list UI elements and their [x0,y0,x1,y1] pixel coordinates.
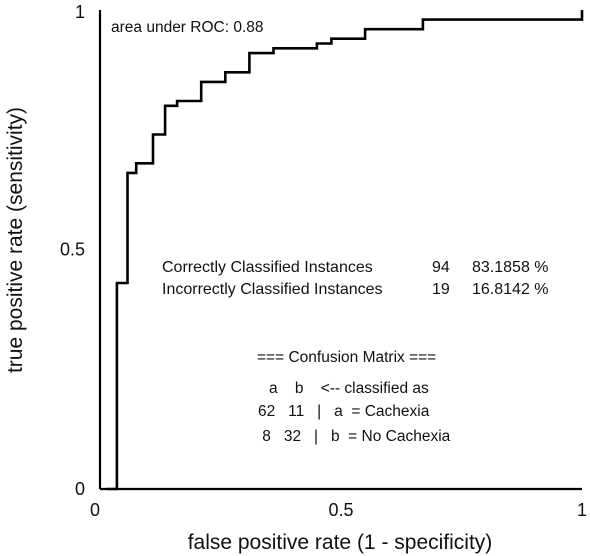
stats-correct-label: Correctly Classified Instances [162,259,373,276]
x-axis-title: false positive rate (1 - specificity) [188,531,493,554]
stats-correct-count: 94 [432,259,450,276]
y-tick-label: 0 [75,479,85,499]
confusion-matrix-row-b: 8 32 | b = No Cachexia [258,428,451,445]
stats-correct-percent: 83.1858 % [472,259,549,276]
x-tick-label: 0.5 [328,500,353,520]
auc-annotation: area under ROC: 0.88 [111,19,264,36]
stats-incorrect-label: Incorrectly Classified Instances [162,281,383,298]
confusion-matrix: === Confusion Matrix === a b <-- classif… [257,349,451,445]
x-tick-label: 0 [90,500,100,520]
y-axis-title: true positive rate (sensitivity) [4,107,27,373]
stats-incorrect-percent: 16.8142 % [472,281,549,298]
roc-curve-series [107,10,584,491]
y-tick-label: 0.5 [60,240,85,260]
x-tick-labels: 0 0.5 1 [90,500,587,520]
y-tick-labels: 00.51 [60,2,85,499]
confusion-matrix-row-a: 62 11 | a = Cachexia [258,403,430,420]
x-tick-label: 1 [577,500,587,520]
y-tick-label: 1 [75,2,85,22]
stats-incorrect-count: 19 [432,281,450,298]
confusion-matrix-header: a b <-- classified as [269,380,429,397]
confusion-matrix-title: === Confusion Matrix === [257,349,436,366]
classification-stats: Correctly Classified Instances 94 83.185… [162,259,549,298]
